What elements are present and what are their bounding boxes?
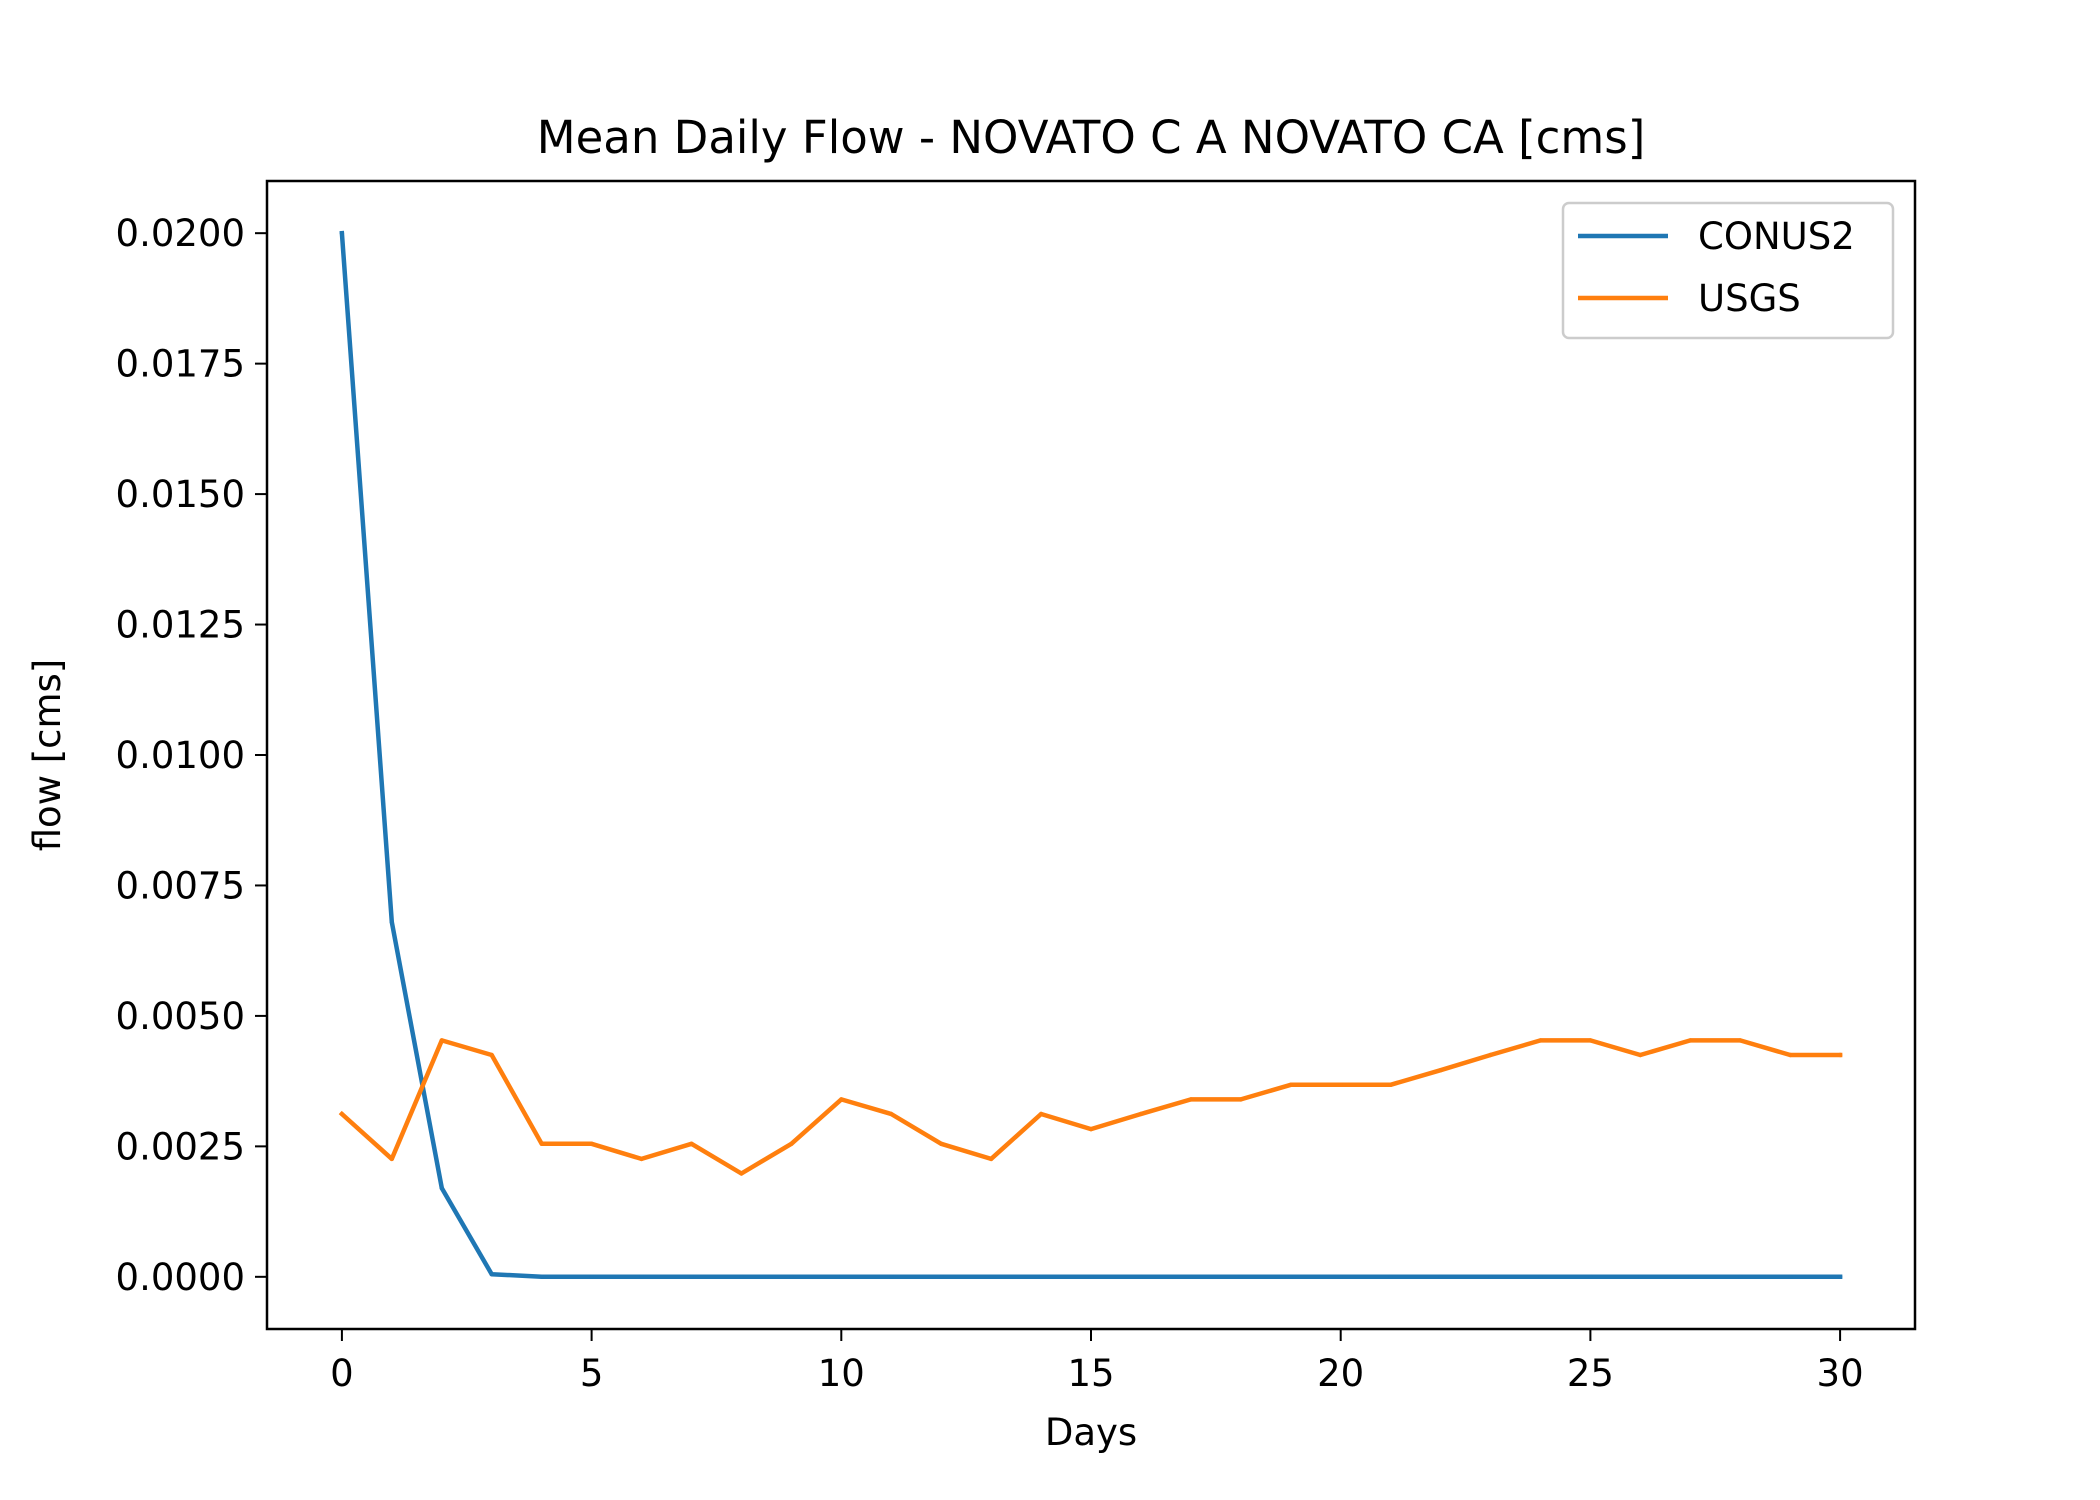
data-point-conus2-21 — [1388, 1274, 1393, 1280]
legend-label-usgs: USGS — [1698, 277, 1801, 320]
data-point-usgs-25 — [1588, 1038, 1593, 1043]
x-tick-label: 25 — [1567, 1352, 1614, 1395]
data-point-usgs-27 — [1688, 1038, 1693, 1043]
data-point-usgs-13 — [988, 1156, 994, 1162]
x-tick-label: 30 — [1817, 1352, 1864, 1395]
y-tick-label: 0.0125 — [116, 604, 245, 647]
data-point-conus2-5 — [589, 1274, 594, 1280]
legend: CONUS2 USGS — [1561, 201, 1895, 340]
y-tick-label: 0.0175 — [116, 343, 245, 386]
data-point-usgs-23 — [1488, 1052, 1493, 1058]
data-point-usgs-17 — [1188, 1097, 1194, 1102]
x-tick-label: 20 — [1317, 1352, 1364, 1395]
data-point-conus2-4 — [539, 1274, 544, 1280]
data-point-conus2-28 — [1738, 1274, 1743, 1280]
plot-area-frame — [265, 179, 1917, 1331]
data-point-usgs-22 — [1438, 1068, 1443, 1073]
data-point-usgs-6 — [639, 1156, 644, 1162]
data-point-usgs-21 — [1388, 1082, 1393, 1088]
data-point-conus2-0 — [339, 231, 345, 236]
data-point-usgs-26 — [1638, 1052, 1643, 1058]
series-layer — [338, 230, 1843, 1280]
y-axis-label: flow [cms] — [26, 659, 69, 852]
data-point-conus2-23 — [1488, 1274, 1493, 1280]
data-point-usgs-5 — [589, 1141, 594, 1147]
legend-label-conus2: CONUS2 — [1698, 215, 1855, 258]
data-point-conus2-18 — [1238, 1274, 1244, 1280]
y-tick-label: 0.0025 — [116, 1125, 245, 1168]
data-point-conus2-15 — [1088, 1274, 1094, 1280]
data-point-usgs-7 — [689, 1141, 694, 1147]
x-tick-label: 5 — [580, 1352, 604, 1395]
data-point-usgs-4 — [539, 1141, 544, 1147]
data-point-usgs-16 — [1138, 1111, 1144, 1117]
y-tick-label: 0.0050 — [116, 995, 245, 1038]
data-point-conus2-16 — [1138, 1274, 1144, 1280]
data-point-usgs-10 — [839, 1097, 844, 1102]
data-point-usgs-15 — [1088, 1126, 1094, 1132]
data-point-conus2-26 — [1638, 1274, 1643, 1280]
x-tick-label: 0 — [330, 1352, 354, 1395]
data-point-usgs-2 — [439, 1038, 444, 1043]
data-point-usgs-24 — [1538, 1038, 1543, 1043]
data-point-usgs-29 — [1788, 1052, 1793, 1058]
data-point-usgs-9 — [789, 1141, 794, 1147]
data-point-conus2-20 — [1338, 1274, 1343, 1280]
data-point-usgs-18 — [1238, 1097, 1244, 1102]
data-point-usgs-11 — [889, 1111, 894, 1117]
y-tick-label: 0.0100 — [116, 734, 245, 777]
data-point-usgs-1 — [389, 1156, 394, 1162]
data-point-conus2-11 — [889, 1274, 894, 1280]
data-point-conus2-9 — [789, 1274, 794, 1280]
y-tick-label: 0.0200 — [116, 212, 245, 255]
data-point-conus2-3 — [489, 1272, 494, 1277]
data-point-usgs-14 — [1038, 1111, 1044, 1117]
data-point-conus2-14 — [1038, 1274, 1044, 1280]
data-point-conus2-1 — [389, 919, 394, 925]
data-point-conus2-22 — [1438, 1274, 1443, 1280]
y-tick-label: 0.0150 — [116, 473, 245, 516]
data-point-conus2-7 — [689, 1274, 694, 1280]
data-point-usgs-28 — [1738, 1038, 1743, 1043]
x-axis-label: Days — [1045, 1411, 1137, 1454]
data-point-conus2-12 — [939, 1274, 944, 1280]
data-point-conus2-8 — [739, 1274, 744, 1280]
data-point-conus2-19 — [1288, 1274, 1294, 1280]
y-tick-label: 0.0075 — [116, 864, 245, 907]
data-point-usgs-19 — [1288, 1082, 1294, 1088]
data-point-conus2-27 — [1688, 1274, 1693, 1280]
data-point-usgs-12 — [939, 1141, 944, 1147]
data-point-usgs-8 — [739, 1171, 744, 1176]
y-axis-ticks: 0.0000 0.0025 0.0050 0.0075 0.0100 0.0125 0.01… — [116, 212, 267, 1299]
data-point-usgs-30 — [1837, 1052, 1843, 1058]
data-point-usgs-3 — [489, 1052, 494, 1058]
data-point-conus2-17 — [1188, 1274, 1194, 1280]
data-point-usgs-0 — [339, 1111, 345, 1117]
data-point-conus2-13 — [988, 1274, 994, 1280]
data-point-conus2-29 — [1788, 1274, 1793, 1280]
data-point-conus2-30 — [1837, 1274, 1843, 1280]
x-tick-label: 10 — [818, 1352, 865, 1395]
data-point-conus2-6 — [639, 1274, 644, 1280]
y-tick-label: 0.0000 — [116, 1256, 245, 1299]
data-point-conus2-10 — [839, 1274, 844, 1280]
data-point-usgs-20 — [1338, 1082, 1343, 1088]
chart-title: Mean Daily Flow - NOVATO C A NOVATO CA [… — [537, 111, 1646, 164]
x-axis-ticks: 0 5 10 15 20 25 30 — [330, 1329, 1864, 1395]
series-line-usgs — [338, 1038, 1843, 1176]
data-point-conus2-24 — [1538, 1274, 1543, 1280]
data-point-conus2-2 — [439, 1185, 444, 1191]
x-tick-label: 15 — [1067, 1352, 1114, 1395]
data-point-conus2-25 — [1588, 1274, 1593, 1280]
series-line-conus2 — [339, 230, 1843, 1280]
